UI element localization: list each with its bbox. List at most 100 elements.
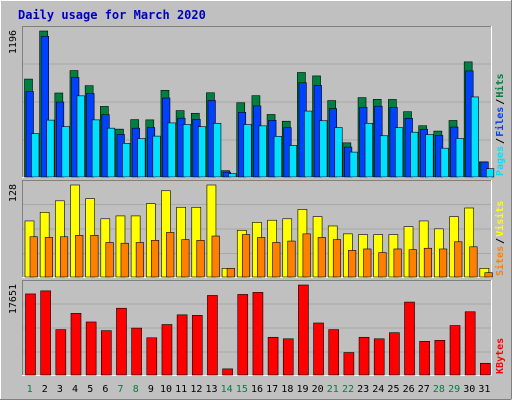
legend-pages: Pages [495,146,506,176]
kbytes-bar [267,336,279,376]
day-20-visits-bars [312,216,326,278]
sites-bar [241,234,251,278]
day-1-traffic-bars [24,78,40,178]
x-tick-label-day-31: 31 [478,384,490,395]
day-19-visits-bars [297,209,311,278]
pages-bar [76,95,85,178]
day-17-visits-bars [267,219,281,278]
day-16-visits-bars [252,222,266,278]
legend-visits: Visits [494,201,506,237]
x-axis-day-labels: 1 2 3 4 5 6 7 8 9 10 11 12 13 14 15 16 17 18 19 20 21 22 23 24 2… [27,384,491,395]
day-23-visits-bars [358,234,372,278]
sites-bar [378,252,387,278]
day-9-visits-bars [145,203,160,278]
sites-bar [226,268,235,278]
x-tick-label-day-7: 7 [118,384,124,395]
day-30-traffic-bars [463,61,479,178]
kbytes-bar [404,301,415,376]
kbytes-bar [146,337,158,376]
day-2-visits-bars [39,212,53,278]
kbytes-panel-legend: KBytes [495,338,506,374]
sites-bar [196,240,205,278]
day-14-visits-bars [221,268,235,278]
kbytes-bar [358,336,370,376]
pages-bar [319,120,328,178]
kbytes-bar [434,340,446,376]
pages-bar [273,136,282,178]
legend-kbytes: KBytes [495,338,506,374]
visits-bar [70,184,80,278]
pages-bar [228,173,237,178]
x-tick-label-day-13: 13 [205,384,217,395]
day-29-visits-bars [449,216,463,278]
day-26-visits-bars [403,226,417,278]
pages-bar [137,138,146,178]
visits-bar [464,207,474,278]
sites-bar [469,246,478,278]
pages-bar [395,127,404,178]
pages-bar [304,110,313,178]
hits-panel-legend: Pages/Files/Hits [494,74,506,176]
kbytes-bar [55,329,67,376]
kbytes-bar [419,341,430,376]
day-27-visits-bars [418,220,432,278]
day-16-traffic-bars [251,95,267,178]
visits-panel-ymax-label: 128 [8,184,19,202]
legend-files: Files [494,107,506,137]
x-tick-label-day-1: 1 [27,384,33,395]
day-2-traffic-bars [39,30,55,178]
day-30-visits-bars [464,207,478,278]
pages-bar [152,135,161,178]
day-15-visits-bars [236,229,251,278]
sites-bar [287,240,296,278]
x-tick-label-day-18: 18 [281,384,293,395]
sites-bar [439,248,448,278]
day-24-traffic-bars [372,99,389,178]
x-tick-label-day-15: 15 [236,384,248,395]
kbytes-panel-ymax-label: 17651 [8,284,19,314]
sites-bar [150,240,160,278]
legend-separator: / [495,238,506,244]
sites-bar [393,248,402,278]
sites-bar [90,235,99,278]
kbytes-bar [116,307,127,376]
sites-bar [484,272,493,278]
x-tick-label-day-12: 12 [190,384,202,395]
pages-bar [107,127,116,178]
day-5-visits-bars [85,198,99,278]
pages-bar [486,168,495,178]
kbytes-bar [313,322,324,376]
pages-bar [46,119,55,178]
day-14-traffic-bars [221,170,237,178]
day-18-visits-bars [282,218,296,278]
x-tick-label-day-20: 20 [312,384,324,395]
x-tick-label-day-30: 30 [463,384,475,395]
day-13-visits-bars [206,184,220,278]
day-11-visits-bars [176,206,190,278]
day-13-traffic-bars [206,92,222,178]
day-25-traffic-bars [388,99,404,178]
kbytes-bar [480,362,491,376]
sites-bar [166,232,175,278]
pages-bar [379,135,389,178]
day-8-visits-bars [130,215,144,278]
day-22-traffic-bars [342,142,358,178]
pages-bar [334,127,343,178]
day-20-traffic-bars [312,75,328,178]
legend-hits: Hits [494,74,506,98]
sites-bar [454,241,463,278]
pages-bar [258,125,267,178]
day-6-visits-bars [100,218,114,278]
visits-panel-legend: Sites /Visits [494,201,506,276]
day-28-visits-bars [434,228,448,278]
x-tick-label-day-10: 10 [160,384,172,395]
x-tick-label-day-11: 11 [175,384,187,395]
kbytes-bar [252,292,264,376]
x-tick-label-day-14: 14 [221,384,233,395]
day-3-traffic-bars [54,92,70,178]
kbytes-bar [222,368,233,376]
sites-bar [60,236,69,278]
